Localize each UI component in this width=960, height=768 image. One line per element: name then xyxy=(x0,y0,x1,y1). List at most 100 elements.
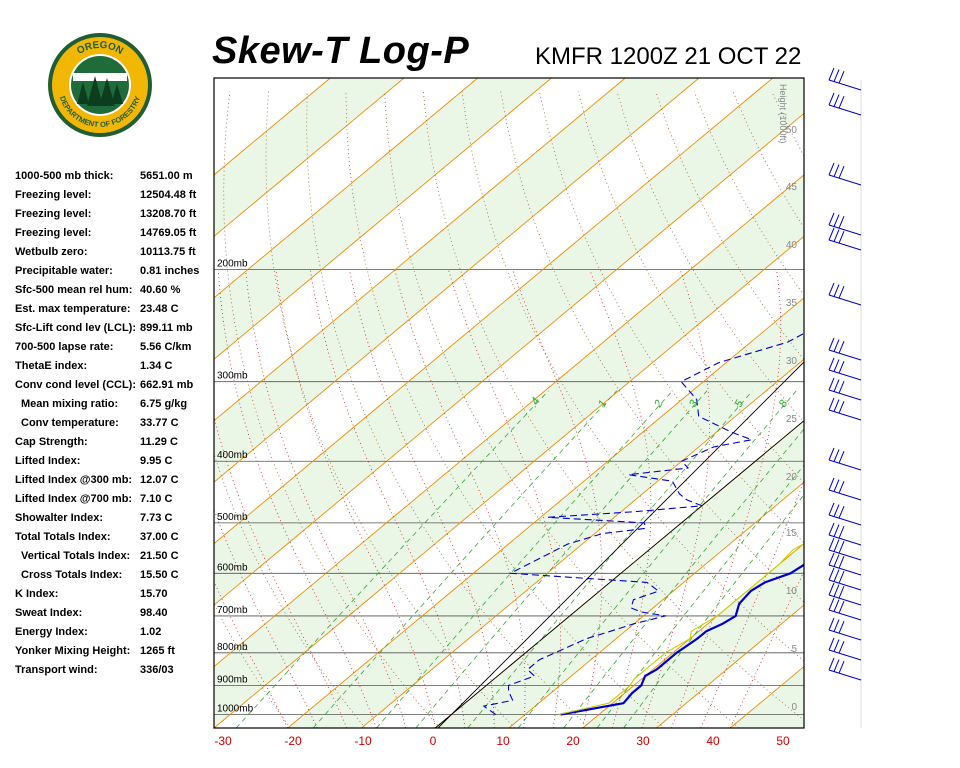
dry-adiabat xyxy=(223,91,441,728)
height-tick-label: 45 xyxy=(786,182,798,193)
wind-barb-flag xyxy=(833,449,840,462)
index-value: 9.95 C xyxy=(140,455,173,467)
isotherm-band xyxy=(214,78,804,606)
wind-barb-flag xyxy=(828,212,835,226)
wind-barb-flag xyxy=(833,554,840,567)
index-row: Sfc-Lift cond lev (LCL): 899.11 mb xyxy=(15,322,215,341)
index-value: 6.75 g/kg xyxy=(140,398,188,410)
wind-barb-flag xyxy=(828,162,835,176)
wind-barb-flag xyxy=(828,657,835,671)
index-value: 98.40 xyxy=(140,607,168,619)
wind-barb-flag xyxy=(838,541,845,554)
height-tick-label: 10 xyxy=(786,586,798,597)
wind-barb-flag xyxy=(833,229,840,242)
wind-barb-flag xyxy=(828,597,835,611)
wind-barb-flag xyxy=(828,522,835,536)
index-value: 23.48 C xyxy=(140,303,179,315)
index-label: Transport wind: xyxy=(15,664,98,676)
wind-barb-flag xyxy=(828,637,835,651)
isotherm-line xyxy=(214,78,552,360)
wind-barb-flag xyxy=(838,586,845,599)
dry-adiabat xyxy=(810,92,960,729)
wind-barb-flag xyxy=(838,451,845,464)
index-label: Est. max temperature: xyxy=(15,303,131,315)
parcel-trace xyxy=(558,543,804,716)
wind-barb-flag xyxy=(833,94,840,107)
index-label: Lifted Index @700 mb: xyxy=(15,493,133,505)
height-tick-label: 15 xyxy=(786,528,798,539)
index-value: 15.50 C xyxy=(140,569,179,581)
wind-barb-flag xyxy=(838,166,845,179)
index-row: Energy Index: 1.02 xyxy=(15,626,215,645)
pressure-label: 900mb xyxy=(217,674,248,685)
wind-barb-flag xyxy=(838,621,845,634)
index-label: Freezing level: xyxy=(15,189,92,201)
wind-barb-flag xyxy=(828,477,835,491)
pressure-label: 1000mb xyxy=(217,704,254,715)
wind-barb-flag xyxy=(838,341,845,354)
moist-adiabat xyxy=(309,269,466,728)
wind-barb-flag xyxy=(833,284,840,297)
index-value: 15.70 xyxy=(140,588,168,600)
pressure-label: 200mb xyxy=(217,259,248,270)
index-row: Conv cond level (CCL): 662.91 mb xyxy=(15,379,215,398)
isotherm-line xyxy=(508,481,804,728)
wind-barb-flag xyxy=(838,216,845,229)
wind-barb-flag xyxy=(833,524,840,537)
wind-barb-flag xyxy=(833,659,840,672)
isotherm-line xyxy=(214,78,405,237)
height-axis-title: Height (1000ft) xyxy=(778,84,788,144)
index-value: 14769.05 ft xyxy=(140,227,197,239)
index-value: 7.10 C xyxy=(140,493,173,505)
wind-barb-flag xyxy=(838,381,845,394)
index-value: 40.60 % xyxy=(140,284,181,296)
wind-barb-flag xyxy=(833,359,840,372)
wind-barb-flag xyxy=(833,479,840,492)
isotherm-line xyxy=(214,78,774,545)
wind-barb-flag xyxy=(828,582,835,596)
isotherm-line xyxy=(214,174,804,668)
wind-barb-flag xyxy=(828,447,835,461)
wind-barb-flag xyxy=(833,164,840,177)
index-row: Showalter Index: 7.73 C xyxy=(15,512,215,531)
index-label: 700-500 lapse rate: xyxy=(15,341,114,353)
index-row: 700-500 lapse rate: 5.56 C/km xyxy=(15,341,215,360)
dry-adiabat xyxy=(265,91,516,728)
svg-text:OREGON: OREGON xyxy=(75,40,125,57)
index-label: Mean mixing ratio: xyxy=(21,398,119,410)
wind-barb-flag xyxy=(828,617,835,631)
index-label: Lifted Index: xyxy=(15,455,81,467)
wind-barb-flag xyxy=(838,231,845,244)
moist-adiabat xyxy=(214,508,318,728)
isotherm-line xyxy=(214,235,804,728)
height-tick-label: 35 xyxy=(786,298,798,309)
height-tick-label: 40 xyxy=(786,240,798,251)
index-row: Cross Totals Index: 15.50 C xyxy=(15,569,215,588)
index-value: 0.81 inches xyxy=(140,265,200,277)
stability-indices-list: 1000-500 mb thick: 5651.00 m Freezing leve… xyxy=(15,170,215,683)
chart-title: Skew-T Log-P xyxy=(212,30,470,72)
wind-barb-flag xyxy=(828,397,835,411)
index-label: Total Totals Index: xyxy=(15,531,111,543)
mixing-ratio-line xyxy=(517,390,797,728)
wind-barb-flag xyxy=(828,357,835,371)
wind-barb-flag xyxy=(838,601,845,614)
wind-barb-flag xyxy=(838,71,845,84)
index-label: 1000-500 mb thick: xyxy=(15,170,114,182)
oregon-forestry-logo: OREGON DEPARTMENT OF FORESTRY xyxy=(47,32,153,138)
index-row: Freezing level: 12504.48 ft xyxy=(15,189,215,208)
index-row: Cap Strength: 11.29 C xyxy=(15,436,215,455)
isotherm-line xyxy=(214,112,804,606)
dry-adiabat xyxy=(384,91,740,728)
isotherm-band xyxy=(214,174,804,728)
wind-barb-flag xyxy=(828,92,835,106)
isotherm-line xyxy=(214,78,700,483)
wind-barb-flag xyxy=(828,227,835,241)
index-row: ThetaE index: 1.34 C xyxy=(15,360,215,379)
pressure-label: 500mb xyxy=(217,512,248,523)
index-row: Yonker Mixing Height: 1265 ft xyxy=(15,645,215,664)
zero-isotherm xyxy=(434,420,804,728)
index-row: K Index: 15.70 xyxy=(15,588,215,607)
index-value: 12504.48 ft xyxy=(140,189,197,201)
